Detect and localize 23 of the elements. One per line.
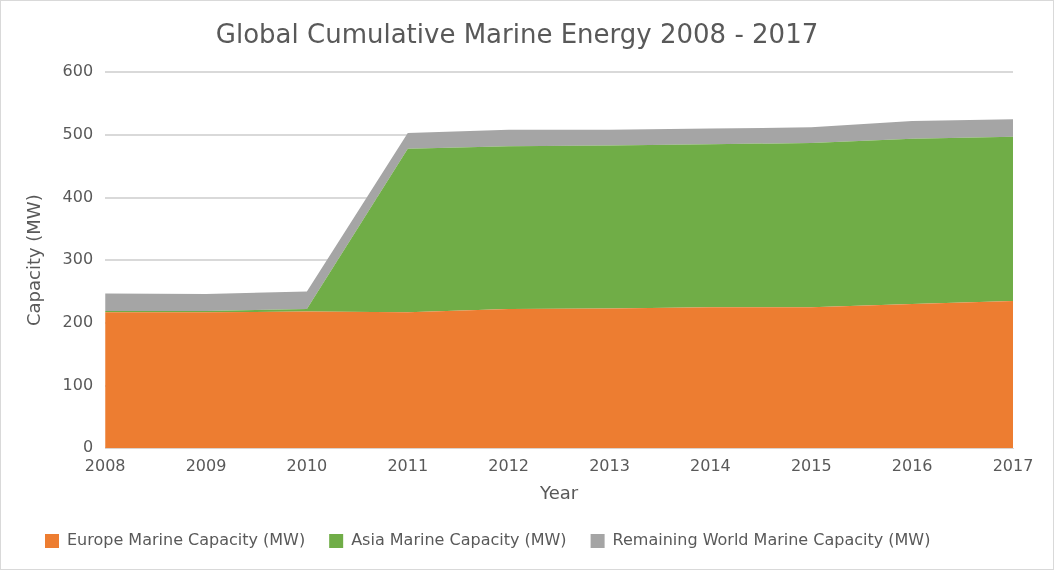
legend-label: Asia Marine Capacity (MW) (351, 530, 567, 550)
x-tick-label: 2017 (992, 455, 1034, 475)
x-axis-title: Year (539, 481, 579, 503)
x-tick-label: 2015 (790, 455, 832, 475)
chart-title: Global Cumulative Marine Energy 2008 - 2017 (215, 19, 819, 50)
y-tick-label: 300 (62, 249, 94, 269)
x-tick-label: 2013 (589, 455, 630, 475)
x-tick-label: 2011 (387, 455, 429, 475)
x-tick-label: 2010 (286, 455, 328, 475)
x-tick-label: 2014 (690, 455, 731, 475)
legend-label: Europe Marine Capacity (MW) (67, 530, 306, 550)
x-tick-label: 2016 (891, 455, 933, 475)
legend-label: Remaining World Marine Capacity (MW) (612, 530, 931, 550)
y-axis-title: Capacity (MW) (23, 194, 45, 327)
y-tick-label: 500 (62, 124, 94, 144)
y-tick-label: 400 (62, 186, 94, 206)
x-tick-label: 2012 (488, 455, 529, 475)
y-tick-label: 600 (62, 61, 94, 81)
y-tick-label: 100 (62, 374, 94, 394)
x-tick-label: 2009 (185, 455, 227, 475)
y-tick-label: 0 (82, 437, 94, 457)
y-tick-label: 200 (62, 312, 94, 332)
x-tick-label: 2008 (84, 455, 126, 475)
